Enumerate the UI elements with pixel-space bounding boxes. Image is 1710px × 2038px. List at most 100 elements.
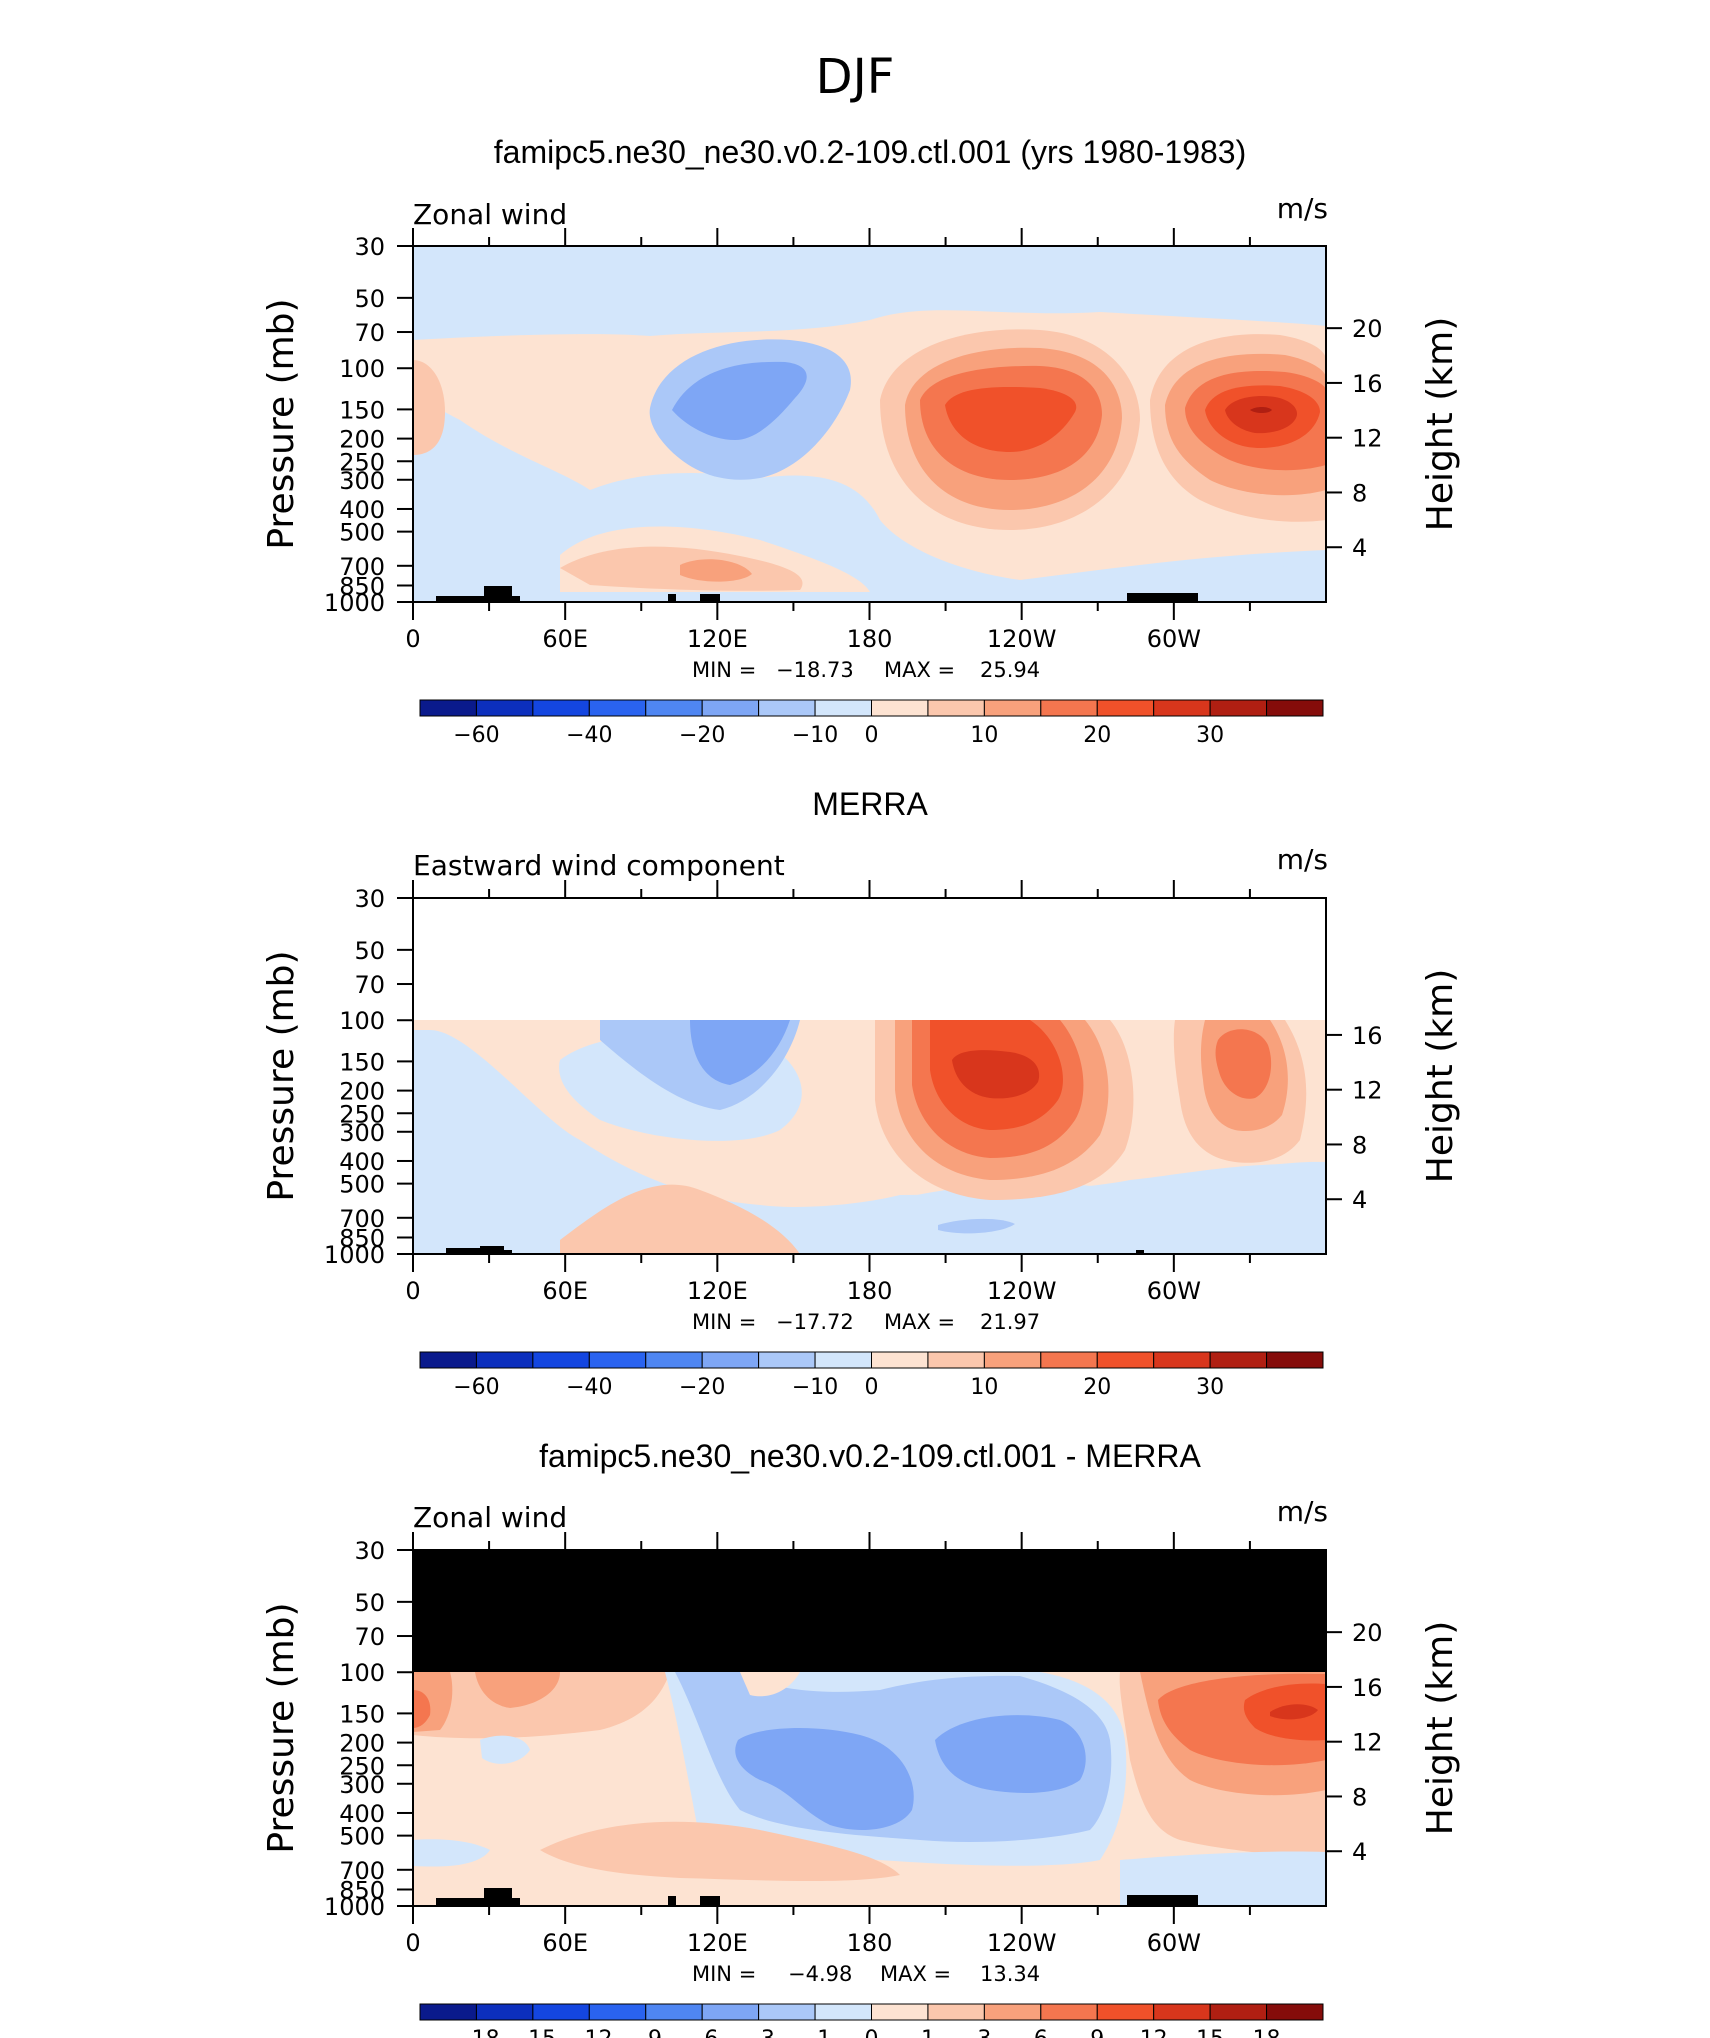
legend-swatch bbox=[983, 1351, 1042, 1369]
legend-swatch bbox=[532, 699, 590, 717]
y-tick-label: 150 bbox=[339, 1700, 385, 1728]
legend-swatch bbox=[419, 2003, 477, 2021]
y-tick-label: 400 bbox=[339, 1800, 385, 1828]
y2-tick-label: 12 bbox=[1352, 1729, 1383, 1757]
legend-swatch bbox=[475, 699, 534, 717]
legend-swatch bbox=[871, 1351, 929, 1369]
min-label: MIN = bbox=[692, 1310, 756, 1334]
contour-negative-band bbox=[672, 361, 807, 440]
legend-tick-label: −12 bbox=[566, 2027, 612, 2038]
y-tick-label: 700 bbox=[339, 553, 385, 581]
legend-swatch bbox=[758, 1351, 816, 1369]
y-tick-label: 400 bbox=[339, 1148, 385, 1176]
y-tick-label: 1000 bbox=[324, 1893, 385, 1921]
x-tick-label: 120E bbox=[687, 625, 748, 653]
topography-mask bbox=[436, 1888, 1198, 1906]
contour-negative-band bbox=[413, 1839, 490, 1867]
y-tick-label: 150 bbox=[339, 1048, 385, 1076]
y-tick-label: 250 bbox=[339, 1100, 385, 1128]
contour-negative-band bbox=[690, 1020, 790, 1085]
legend-swatch bbox=[1209, 2003, 1268, 2021]
variable-label: Zonal wind bbox=[413, 1501, 567, 1534]
max-label: MAX = bbox=[880, 1962, 951, 1986]
legend-swatch bbox=[419, 699, 477, 717]
legend-swatch bbox=[1209, 1351, 1268, 1369]
legend-swatch bbox=[871, 699, 929, 717]
legend-swatch bbox=[645, 699, 703, 717]
legend-swatch bbox=[983, 2003, 1042, 2021]
y-tick-label: 30 bbox=[354, 885, 385, 913]
legend-tick-label: 12 bbox=[1140, 2027, 1168, 2038]
y-axis-label: Pressure (mb) bbox=[261, 950, 302, 1201]
x-tick-label: 60W bbox=[1147, 1929, 1201, 1957]
legend-swatch bbox=[1040, 1351, 1098, 1369]
legend-swatch bbox=[588, 1351, 647, 1369]
legend-swatch bbox=[1153, 699, 1211, 717]
y2-tick-label: 20 bbox=[1352, 315, 1383, 343]
axes: 0 60E 120E 180 120W 60W3050701001502002503004… bbox=[324, 880, 1383, 1305]
legend-swatch bbox=[475, 1351, 534, 1369]
legend-tick-label: 30 bbox=[1196, 723, 1224, 748]
y2-tick-label: 16 bbox=[1352, 370, 1383, 398]
contour-positive-band bbox=[740, 1672, 800, 1697]
axes: 0 60E 120E 180 120W 60W3050701001502002503004… bbox=[324, 228, 1383, 653]
figure-title: DJF bbox=[816, 49, 895, 105]
contour-positive-band bbox=[540, 1821, 900, 1882]
legend-tick-label: −10 bbox=[792, 723, 838, 748]
y-tick-label: 850 bbox=[339, 573, 385, 601]
contour-jet-band bbox=[1225, 396, 1298, 434]
color-legend: −60 −40 −20 −10 0 10 20 30 bbox=[419, 1351, 1324, 1400]
legend-swatch bbox=[1153, 2003, 1211, 2021]
legend-swatch bbox=[814, 2003, 872, 2021]
legend-swatch bbox=[814, 1351, 872, 1369]
y-tick-label: 50 bbox=[354, 285, 385, 313]
y-tick-label: 100 bbox=[339, 1007, 385, 1035]
y-tick-label: 700 bbox=[339, 1205, 385, 1233]
legend-swatch bbox=[532, 2003, 590, 2021]
contour-negative-band bbox=[935, 1715, 1086, 1793]
legend-swatch bbox=[588, 699, 647, 717]
max-value: 21.97 bbox=[980, 1310, 1040, 1334]
x-tick-label: 0 bbox=[405, 1277, 420, 1305]
y-tick-label: 200 bbox=[339, 426, 385, 454]
contour-negative-band bbox=[735, 1728, 914, 1830]
x-tick-label: 60E bbox=[542, 625, 588, 653]
legend-swatch bbox=[701, 699, 760, 717]
contour-near-zero bbox=[1060, 566, 1326, 602]
contour-jet-band bbox=[1250, 407, 1272, 413]
y2-tick-label: 12 bbox=[1352, 425, 1383, 453]
x-tick-label: 120W bbox=[987, 1277, 1057, 1305]
legend-tick-label: 3 bbox=[977, 2027, 991, 2038]
contour-near-zero bbox=[860, 1183, 1150, 1254]
legend-tick-label: 0 bbox=[865, 1375, 879, 1400]
x-tick-label: 180 bbox=[847, 1277, 893, 1305]
y2-tick-label: 4 bbox=[1352, 1838, 1367, 1866]
contour-near-zero bbox=[1140, 1161, 1326, 1254]
x-tick-label: 120W bbox=[987, 625, 1057, 653]
units-label: m/s bbox=[1277, 1495, 1328, 1528]
legend-swatch bbox=[645, 2003, 703, 2021]
legend-swatch bbox=[419, 1351, 477, 1369]
y-axis-label: Pressure (mb) bbox=[261, 298, 302, 549]
panel-model: famipc5.ne30_ne30.v0.2-109.ctl.001 (yrs … bbox=[261, 134, 1461, 748]
y-tick-label: 1000 bbox=[324, 589, 385, 617]
contour-field bbox=[413, 246, 1326, 602]
legend-tick-label: −20 bbox=[679, 723, 725, 748]
color-legend: −60 −40 −20 −10 0 10 20 30 bbox=[419, 699, 1324, 748]
legend-tick-label: −9 bbox=[630, 2027, 662, 2038]
max-label: MAX = bbox=[884, 658, 955, 682]
legend-swatch bbox=[645, 1351, 703, 1369]
y-tick-label: 250 bbox=[339, 448, 385, 476]
legend-tick-label: 1 bbox=[921, 2027, 935, 2038]
x-tick-label: 0 bbox=[405, 625, 420, 653]
legend-swatch bbox=[701, 1351, 760, 1369]
legend-tick-label: −6 bbox=[686, 2027, 718, 2038]
legend-swatch bbox=[475, 2003, 534, 2021]
variable-label: Zonal wind bbox=[413, 198, 567, 231]
legend-tick-label: −3 bbox=[742, 2027, 774, 2038]
legend-tick-label: 15 bbox=[1196, 2027, 1224, 2038]
color-legend: −18 −15 −12 −9 −6 −3 −1 0 1 3 6 9 12 15 18 bbox=[419, 2003, 1324, 2038]
y-tick-label: 30 bbox=[354, 1537, 385, 1565]
x-tick-label: 120E bbox=[687, 1277, 748, 1305]
y2-tick-label: 4 bbox=[1352, 534, 1367, 562]
